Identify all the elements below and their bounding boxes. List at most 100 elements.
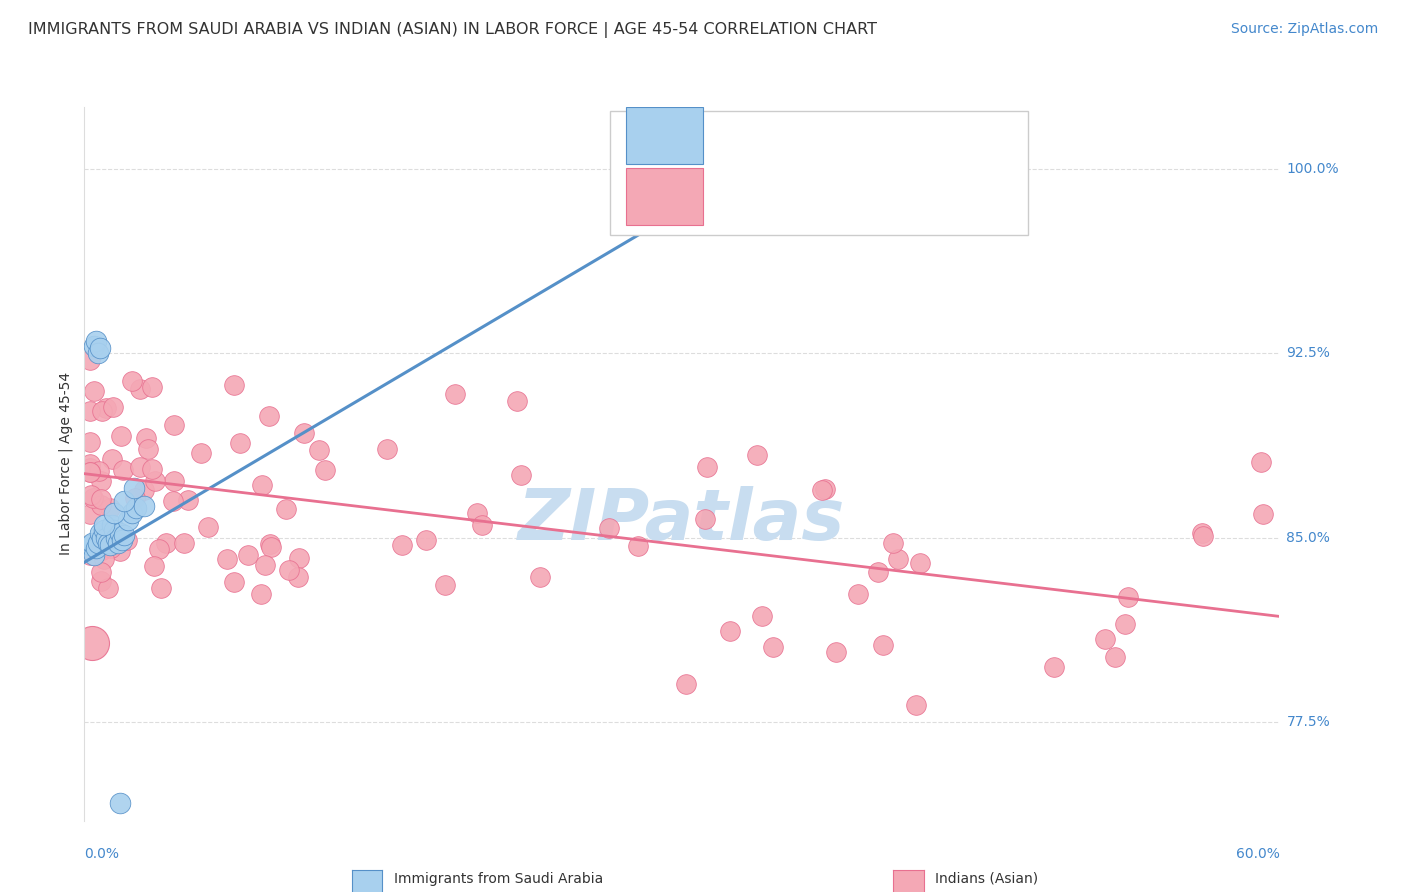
Text: ▪: ▪ (359, 867, 380, 892)
FancyBboxPatch shape (610, 111, 1029, 235)
Point (222, 377, 245, 392)
Text: Source: ZipAtlas.com: Source: ZipAtlas.com (1230, 22, 1378, 37)
Point (96, 524, 118, 539)
Point (141, 380, 163, 394)
Point (82, 636, 104, 650)
Point (627, 539, 650, 553)
Point (79, 434, 101, 449)
Point (105, 531, 128, 545)
FancyBboxPatch shape (626, 168, 703, 225)
Point (79, 460, 101, 475)
Point (391, 538, 413, 552)
Point (375, 442, 398, 456)
Point (90, 574, 112, 588)
Point (87, 346, 110, 360)
Point (122, 482, 145, 496)
Text: ZIPatlas: ZIPatlas (519, 486, 845, 556)
Point (101, 452, 124, 467)
Point (90, 498, 112, 512)
Point (79, 488, 101, 502)
Point (904, 698, 927, 712)
Point (79, 538, 101, 552)
Point (162, 417, 184, 432)
Point (97, 581, 120, 595)
Point (132, 499, 156, 513)
Text: R =   0.643   N =   32: R = 0.643 N = 32 (724, 126, 925, 145)
Point (197, 519, 219, 533)
Text: 77.5%: 77.5% (1286, 715, 1330, 730)
Point (93, 552, 115, 566)
Point (87, 464, 110, 478)
Point (696, 459, 718, 474)
Point (100, 541, 122, 555)
Point (89, 341, 111, 355)
Point (287, 570, 309, 584)
Point (110, 525, 132, 540)
Point (695, 512, 717, 526)
Text: 92.5%: 92.5% (1286, 346, 1330, 360)
Point (278, 563, 301, 577)
Point (236, 548, 259, 562)
Point (86, 541, 108, 555)
Point (91, 531, 114, 545)
Point (718, 624, 741, 639)
Point (121, 506, 143, 520)
Point (675, 677, 697, 691)
Point (259, 409, 281, 424)
Point (107, 535, 129, 549)
Point (465, 506, 488, 520)
Point (252, 477, 274, 491)
Point (1191, 529, 1213, 543)
Point (190, 446, 212, 460)
Point (229, 436, 252, 450)
Point (825, 645, 848, 659)
Point (79, 507, 101, 521)
Point (79, 457, 101, 471)
Point (98, 501, 121, 516)
Point (121, 374, 143, 388)
Point (254, 558, 277, 572)
Point (814, 483, 837, 497)
Point (415, 533, 437, 548)
Point (872, 638, 894, 652)
Point (136, 442, 159, 456)
Point (101, 401, 124, 415)
Point (259, 537, 281, 551)
Point (83, 548, 105, 562)
Point (98, 538, 121, 552)
Point (887, 552, 910, 566)
Point (162, 494, 184, 508)
Point (91, 542, 114, 557)
Point (294, 425, 316, 440)
Point (117, 513, 139, 527)
Point (1251, 507, 1274, 521)
Point (110, 429, 132, 443)
Point (846, 587, 869, 601)
Point (882, 535, 904, 549)
Point (83, 339, 105, 353)
Text: IMMIGRANTS FROM SAUDI ARABIA VS INDIAN (ASIAN) IN LABOR FORCE | AGE 45-54 CORREL: IMMIGRANTS FROM SAUDI ARABIA VS INDIAN (… (28, 22, 877, 38)
Point (90, 474, 112, 488)
Point (87, 535, 110, 549)
Text: 100.0%: 100.0% (1286, 161, 1339, 176)
Point (124, 491, 146, 505)
Point (811, 483, 834, 497)
Text: Immigrants from Saudi Arabia: Immigrants from Saudi Arabia (394, 871, 603, 886)
Point (288, 550, 311, 565)
Point (97, 535, 120, 549)
Point (90, 566, 112, 580)
Point (1114, 616, 1136, 631)
Point (142, 559, 165, 574)
Point (79, 465, 101, 479)
Point (115, 533, 138, 547)
Point (112, 528, 135, 542)
Point (103, 506, 125, 520)
Point (110, 543, 132, 558)
Point (149, 582, 172, 596)
Point (155, 536, 177, 550)
Point (529, 570, 551, 584)
Text: 0.0%: 0.0% (84, 847, 120, 862)
Point (112, 462, 135, 476)
FancyBboxPatch shape (626, 107, 703, 164)
Point (173, 536, 195, 550)
